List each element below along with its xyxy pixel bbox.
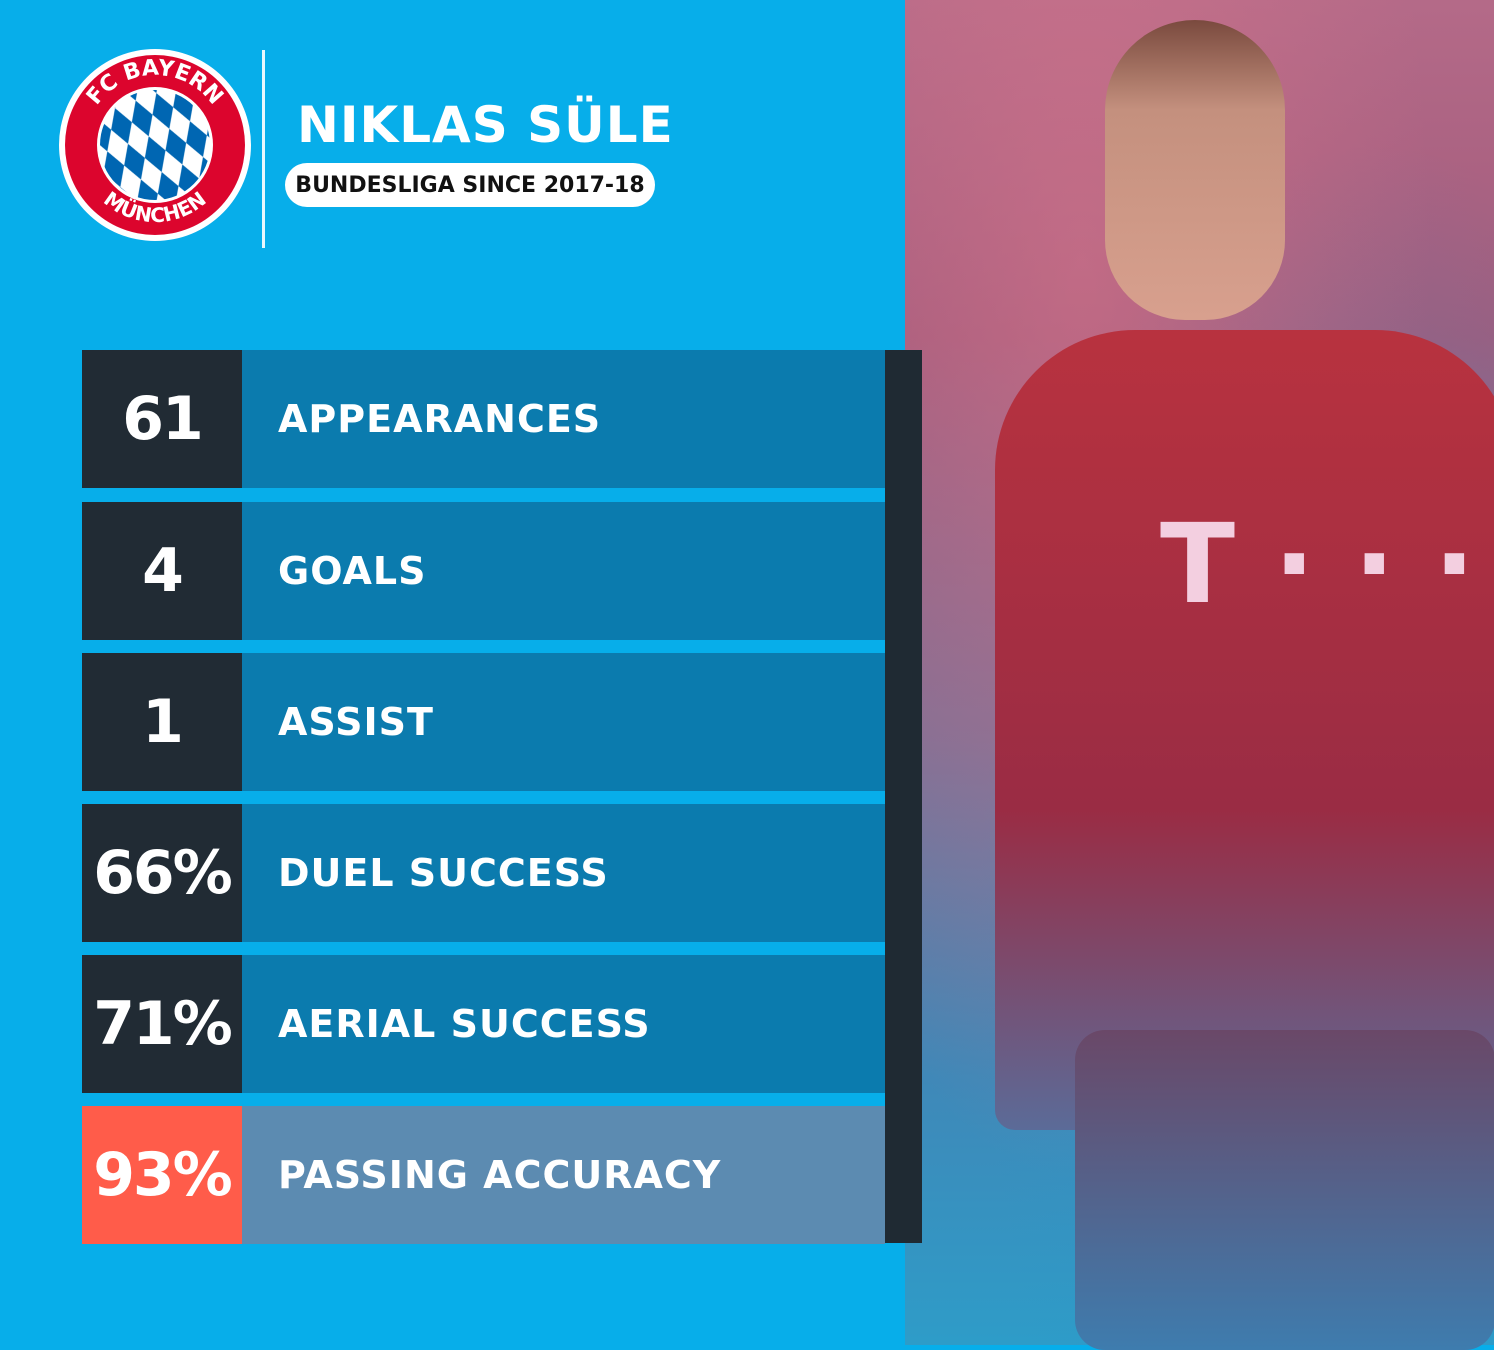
player-head <box>1105 20 1285 320</box>
subtitle-badge: BUNDESLIGA SINCE 2017-18 <box>285 163 655 207</box>
stat-label: AERIAL SUCCESS <box>242 955 885 1093</box>
stats-side-bar <box>885 350 922 1243</box>
header-divider <box>262 50 265 248</box>
stat-value: 1 <box>82 653 242 791</box>
stat-value: 4 <box>82 502 242 640</box>
stat-label: PASSING ACCURACY <box>242 1106 885 1244</box>
stat-row-goals: 4 GOALS <box>82 502 885 640</box>
stat-label: GOALS <box>242 502 885 640</box>
player-photo: T · · · <box>905 0 1494 1350</box>
stat-value: 61 <box>82 350 242 488</box>
stat-label: ASSIST <box>242 653 885 791</box>
stat-value: 66% <box>82 804 242 942</box>
stat-label: APPEARANCES <box>242 350 885 488</box>
sponsor-logo: T · · · <box>1160 500 1476 628</box>
player-name: NIKLAS SÜLE <box>297 96 674 154</box>
player-shorts <box>1075 1030 1494 1350</box>
stat-row-aerial-success: 71% AERIAL SUCCESS <box>82 955 885 1093</box>
stat-value: 71% <box>82 955 242 1093</box>
fc-bayern-logo: FC BAYERN MÜNCHEN <box>59 49 251 241</box>
stat-row-duel-success: 66% DUEL SUCCESS <box>82 804 885 942</box>
stat-label: DUEL SUCCESS <box>242 804 885 942</box>
stat-row-passing-accuracy: 93% PASSING ACCURACY <box>82 1106 885 1244</box>
stat-value: 93% <box>82 1106 242 1244</box>
stat-row-assist: 1 ASSIST <box>82 653 885 791</box>
player-jersey <box>995 330 1494 1130</box>
stat-row-appearances: 61 APPEARANCES <box>82 350 885 488</box>
